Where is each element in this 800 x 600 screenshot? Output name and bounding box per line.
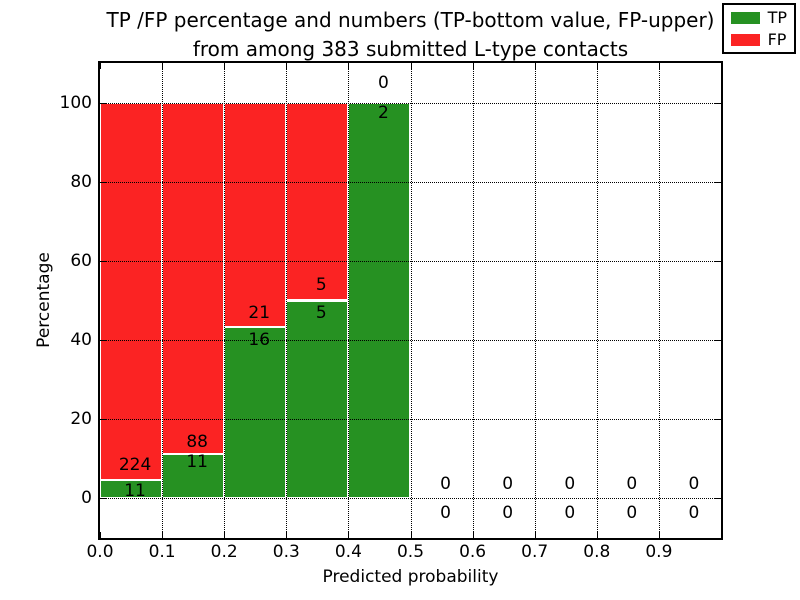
- bar-count-label: 0: [688, 503, 700, 524]
- y-tick-mark: [100, 181, 106, 183]
- chart-title-line2: from among 383 submitted L-type contacts: [192, 37, 629, 61]
- grid-line-vertical: [658, 63, 660, 538]
- bar-count-label: 224: [118, 455, 152, 476]
- x-tick-mark: [224, 63, 226, 69]
- bar-segment-tp: [348, 102, 411, 499]
- bar-count-label: 2: [378, 102, 389, 123]
- x-tick-mark: [658, 532, 660, 538]
- y-tick-label: 0: [81, 488, 92, 509]
- y-tick-mark: [715, 498, 721, 500]
- x-tick-label: 0.1: [148, 542, 176, 562]
- y-tick-mark: [715, 181, 721, 183]
- y-tick-mark: [100, 260, 106, 262]
- x-tick-label: 0.0: [86, 542, 114, 562]
- y-tick-label: 20: [70, 409, 92, 430]
- legend: TP FP: [721, 3, 796, 54]
- y-tick-mark: [715, 102, 721, 104]
- legend-item: FP: [730, 30, 787, 49]
- grid-line-vertical: [348, 63, 350, 538]
- bar-count-label: 0: [688, 474, 700, 495]
- x-tick-label: 0.7: [521, 542, 549, 562]
- bar-count-label: 11: [124, 480, 146, 501]
- x-tick-label: 0.2: [210, 542, 238, 562]
- x-tick-mark: [348, 532, 350, 538]
- grid-line-vertical: [224, 63, 226, 538]
- grid-line-vertical: [534, 63, 536, 538]
- y-tick-label: 40: [70, 330, 92, 351]
- y-tick-mark: [715, 260, 721, 262]
- x-axis-label: Predicted probability: [322, 567, 499, 587]
- bar-count-label: 5: [315, 302, 327, 323]
- bar-segment-fp: [286, 102, 349, 301]
- y-tick-mark: [715, 340, 721, 342]
- x-tick-mark: [534, 532, 536, 538]
- x-tick-mark: [658, 63, 660, 69]
- x-tick-mark: [534, 63, 536, 69]
- bar-segment-tp: [162, 454, 225, 499]
- chart-title: TP /FP percentage and numbers (TP-bottom…: [100, 6, 721, 64]
- bar-segment-tp: [224, 327, 287, 499]
- bar-count-label: 0: [564, 503, 576, 524]
- bar-count-label: 11: [186, 452, 208, 472]
- x-tick-mark: [348, 63, 350, 69]
- grid-line-vertical: [410, 63, 412, 538]
- bar-segment-tp: [100, 479, 163, 499]
- legend-label: FP: [767, 30, 787, 49]
- y-tick-label: 80: [70, 171, 92, 192]
- y-tick-mark: [100, 102, 106, 104]
- bar-count-label: 5: [315, 275, 327, 296]
- grid-line-vertical: [596, 63, 598, 538]
- x-tick-mark: [472, 63, 474, 69]
- bar-segment-fp: [100, 102, 163, 480]
- x-tick-mark: [100, 63, 101, 69]
- x-tick-label: 0.9: [645, 542, 673, 562]
- legend-swatch-fp-icon: [730, 33, 760, 46]
- legend-label: TP: [767, 8, 787, 27]
- x-tick-mark: [286, 63, 288, 69]
- y-tick-mark: [100, 498, 106, 500]
- chart-title-line1: TP /FP percentage and numbers (TP-bottom…: [106, 8, 715, 32]
- bar-segment-tp: [286, 300, 349, 499]
- bar-count-label: 0: [564, 474, 576, 495]
- x-tick-mark: [286, 532, 288, 538]
- bar-segment-fp: [162, 102, 225, 455]
- bar-count-label: 0: [626, 503, 638, 524]
- legend-swatch-tp-icon: [730, 11, 760, 24]
- x-tick-label: 0.6: [459, 542, 487, 562]
- x-tick-mark: [162, 63, 164, 69]
- x-tick-mark: [596, 63, 598, 69]
- x-tick-label: 0.3: [272, 542, 300, 562]
- x-tick-label: 0.5: [396, 542, 425, 562]
- x-tick-label: 0.4: [334, 542, 362, 562]
- bar-count-label: 0: [378, 72, 389, 93]
- grid-line-vertical: [162, 63, 164, 538]
- x-tick-mark: [410, 63, 412, 69]
- bar-count-label: 0: [502, 503, 514, 524]
- x-tick-mark: [162, 532, 164, 538]
- x-tick-mark: [596, 532, 598, 538]
- bar-count-label: 0: [626, 474, 638, 495]
- bar-count-label: 21: [248, 302, 271, 323]
- bar-count-label: 0: [440, 474, 451, 495]
- bar-segment-fp: [224, 102, 287, 328]
- y-tick-mark: [100, 340, 106, 342]
- plot-area: 224 11 88 11 21 16 5 5 0 2 0 0 0 0 0 0 0 0 0 0: [98, 61, 723, 540]
- y-tick-label: 60: [70, 250, 92, 271]
- x-tick-label: 0.8: [583, 542, 611, 562]
- x-tick-mark: [410, 532, 412, 538]
- x-tick-mark: [224, 532, 226, 538]
- y-tick-mark: [715, 419, 721, 421]
- x-tick-mark: [472, 532, 474, 538]
- bar-count-label: 88: [186, 431, 208, 452]
- bar-count-label: 0: [502, 474, 514, 495]
- y-tick-mark: [100, 419, 106, 421]
- legend-item: TP: [730, 8, 787, 27]
- x-tick-mark: [100, 532, 101, 538]
- bar-count-label: 0: [440, 503, 451, 524]
- bar-count-label: 16: [248, 330, 271, 351]
- y-tick-label: 100: [59, 92, 92, 113]
- grid-line-vertical: [472, 63, 474, 538]
- grid-line-vertical: [286, 63, 288, 538]
